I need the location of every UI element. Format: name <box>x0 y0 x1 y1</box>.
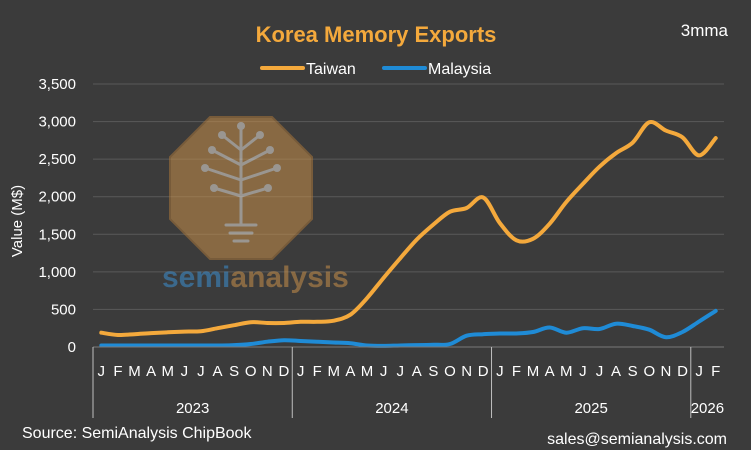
x-tick-label: J <box>396 363 404 380</box>
x-tick-label: F <box>711 363 720 380</box>
x-tick-label: M <box>527 363 540 380</box>
series-lines <box>99 120 718 348</box>
series-line-malaysia <box>99 308 718 348</box>
x-tick-label: A <box>213 363 223 380</box>
x-tick-label: A <box>345 363 355 380</box>
x-tick-label: J <box>181 363 189 380</box>
x-tick-label: M <box>128 363 141 380</box>
x-tick-label: J <box>695 363 703 380</box>
x-tick-label: A <box>146 363 156 380</box>
source-note: Source: SemiAnalysis ChipBook <box>22 425 252 442</box>
y-tick-label: 1,500 <box>38 226 76 243</box>
x-tick-label: J <box>297 363 305 380</box>
year-label-2024: 2024 <box>375 400 408 417</box>
x-tick-label: F <box>313 363 322 380</box>
x-axis: J F M A M J J A S O N D J F M A M J J A S O N D J F M A M J J A S O N D J F20… <box>92 346 724 418</box>
y-tick-label: 500 <box>51 301 76 318</box>
watermark-text-a: semi <box>162 261 230 294</box>
x-tick-label: A <box>611 363 621 380</box>
x-tick-label: M <box>328 363 341 380</box>
year-label-2025: 2025 <box>574 400 607 417</box>
x-tick-label: N <box>660 363 671 380</box>
x-tick-label: J <box>197 363 205 380</box>
series-line-taiwan <box>99 120 718 338</box>
gridlines: 0 500 1,000 1,500 2,000 2,500 3,000 3,500 <box>38 76 724 356</box>
x-tick-label: M <box>161 363 174 380</box>
x-tick-label: D <box>677 363 688 380</box>
watermark-text-b: analysis <box>230 261 348 294</box>
chart-title: Korea Memory Exports <box>256 22 497 47</box>
x-tick-label: A <box>412 363 422 380</box>
y-tick-label: 2,500 <box>38 151 76 168</box>
y-tick-label: 3,500 <box>38 76 76 93</box>
y-tick-label: 1,000 <box>38 264 76 281</box>
x-tick-label: J <box>98 363 106 380</box>
x-tick-label: D <box>478 363 489 380</box>
year-label-2023: 2023 <box>176 400 209 417</box>
x-tick-label: O <box>245 363 257 380</box>
legend-label-malaysia: Malaysia <box>428 61 491 78</box>
x-tick-label: M <box>361 363 374 380</box>
circuit-tree-icon <box>203 126 279 243</box>
y-axis-label: Value (M$) <box>9 185 26 257</box>
y-tick-label: 0 <box>68 339 76 356</box>
watermark-text: semianalysis <box>162 261 349 294</box>
legend: Taiwan Malaysia <box>260 61 491 78</box>
x-tick-label: F <box>113 363 122 380</box>
semianalysis-watermark: semianalysis <box>162 116 349 294</box>
year-label-2026: 2026 <box>691 400 724 417</box>
y-tick-label: 2,000 <box>38 189 76 206</box>
x-tick-label: D <box>279 363 290 380</box>
x-tick-label: N <box>461 363 472 380</box>
x-tick-label: A <box>545 363 555 380</box>
x-tick-label: F <box>512 363 521 380</box>
x-tick-label: S <box>428 363 438 380</box>
x-tick-label: J <box>380 363 388 380</box>
x-tick-label: M <box>560 363 573 380</box>
contact-email: sales@semianalysis.com <box>547 431 727 448</box>
y-tick-label: 3,000 <box>38 114 76 131</box>
x-tick-label: O <box>643 363 655 380</box>
x-tick-label: J <box>596 363 604 380</box>
x-tick-label: J <box>496 363 504 380</box>
x-tick-label: N <box>262 363 273 380</box>
x-tick-label: S <box>229 363 239 380</box>
x-tick-label: J <box>579 363 587 380</box>
legend-label-taiwan: Taiwan <box>306 61 356 78</box>
x-tick-label: O <box>444 363 456 380</box>
moving-average-note: 3mma <box>681 21 729 40</box>
x-tick-label: S <box>628 363 638 380</box>
